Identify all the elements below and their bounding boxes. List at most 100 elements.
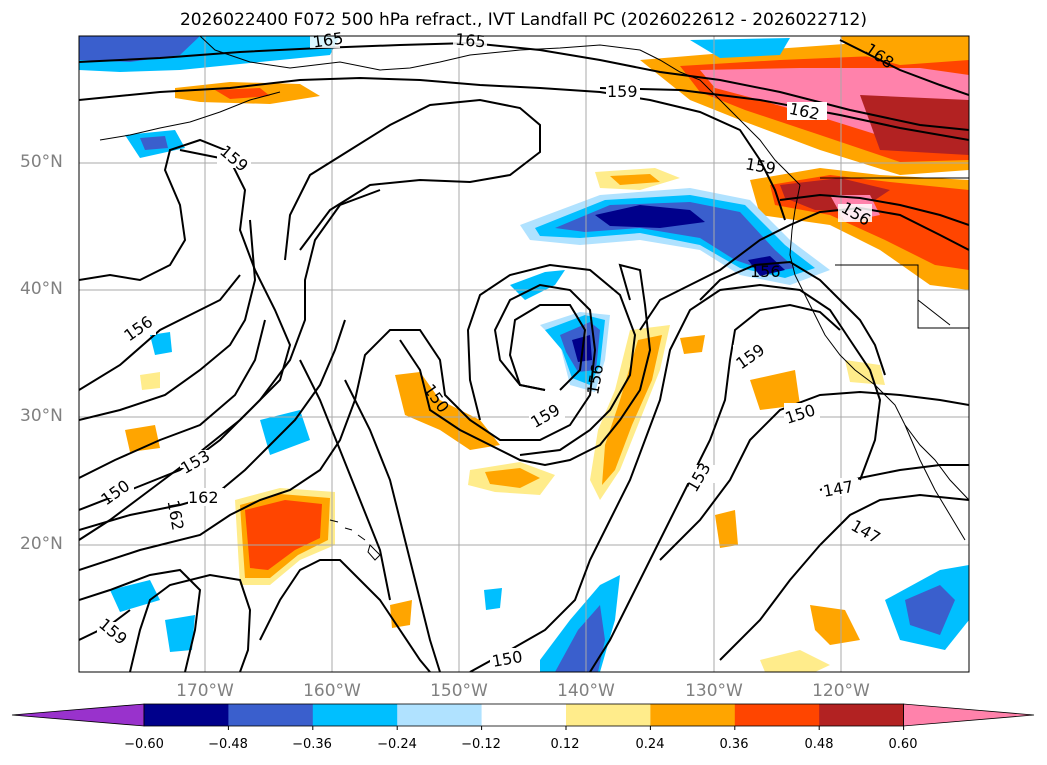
coast-west-us: [789, 184, 969, 501]
contour-159-north: [79, 76, 786, 221]
contour-150-south: [469, 283, 882, 672]
coast-aleutian: [99, 91, 281, 141]
contour-inner: [508, 304, 587, 391]
map-frame: [78, 35, 970, 673]
colorbar-tick-9: 0.60: [888, 737, 918, 752]
contour-168: [839, 39, 969, 96]
contour-label-c2: 165: [454, 30, 486, 52]
shade-sm-orange: [390, 600, 412, 628]
shade-ne-darkred: [860, 95, 969, 155]
plot-title: 2026022400 F072 500 hPa refract., IVT La…: [179, 10, 867, 30]
contour-150-cutoff: [466, 263, 637, 456]
shade-w-blue: [150, 332, 172, 355]
contour-sw-a: [79, 568, 202, 672]
colorbar-tick-6: 0.24: [635, 737, 665, 752]
lat-label-30n: 30°N: [20, 406, 63, 426]
shade-se-yellow: [760, 650, 830, 672]
colorbar-tick-5: 0.12: [550, 737, 580, 752]
contour-156-ne: [779, 193, 969, 226]
shade-w-yellow: [140, 372, 160, 390]
contour-ridge-a: [284, 98, 541, 261]
colorbar-swatch-10: [903, 703, 1035, 727]
lon-label-160w: 160°W: [303, 681, 361, 701]
colorbar-swatches: [11, 703, 1035, 730]
lon-label-120w: 120°W: [812, 681, 870, 701]
contour-ridge-b: [79, 189, 381, 511]
contour-label-c9: 156: [750, 262, 781, 281]
lon-label-150w: 150°W: [430, 681, 488, 701]
colorbar-tick-4: −0.12: [461, 737, 501, 752]
contour-165-north: [79, 41, 969, 131]
contour-156-coast: [699, 260, 886, 376]
shade-m-orange2: [750, 370, 800, 410]
colorbar-tick-8: 0.48: [804, 737, 834, 752]
lon-label-170w: 170°W: [176, 681, 234, 701]
border-ca: [917, 265, 951, 326]
colorbar-swatch-1: [144, 704, 229, 726]
shade-sw-blue: [110, 580, 160, 612]
shade-s-royal: [555, 605, 605, 672]
colorbar-tick-0: −0.60: [124, 737, 164, 752]
hawaii: [329, 519, 381, 561]
shade-nw-red: [215, 88, 270, 99]
shade-streak-orange3: [485, 468, 540, 488]
coastlines: [99, 36, 969, 561]
shade-se-orange: [810, 605, 860, 645]
contour-150-east: [659, 390, 969, 561]
shade-m-yellow: [845, 360, 885, 385]
contour-trough-c: [299, 359, 391, 601]
shade-mid-orange: [610, 174, 660, 185]
contour-sw-b: [129, 573, 252, 672]
colorbar-frame: [143, 703, 904, 727]
shade-sm-blue: [484, 588, 502, 610]
contour-162-mid: [79, 319, 346, 531]
colorbar-swatch-4: [397, 704, 483, 726]
shade-w-orange: [125, 425, 160, 452]
colorbar-swatch-9: [819, 704, 905, 726]
contour-150-west: [79, 319, 266, 479]
contour-label-c1: 165: [312, 29, 345, 52]
contour-153-west: [79, 219, 257, 421]
lat-label-50n: 50°N: [20, 152, 63, 172]
refractivity-contours: [79, 39, 969, 672]
shade-se-royal: [905, 585, 955, 635]
map-panel: 165 165 159 162 168 159 159 156 156 156 …: [78, 29, 970, 673]
contour-label-c18: 162: [188, 488, 219, 507]
shade-blue-navy: [595, 205, 705, 228]
shade-m-orange: [715, 510, 738, 548]
lat-label-20n: 20°N: [20, 534, 63, 554]
colorbar-tick-3: −0.24: [377, 737, 417, 752]
colorbar-swatch-0: [11, 703, 145, 727]
contour-trough-a: [399, 263, 652, 467]
contour-labels: 165 165 159 162 168 159 159 156 156 156 …: [95, 29, 897, 671]
shade-streak-orange: [602, 335, 662, 485]
contour-south-loop: [259, 559, 431, 672]
shade-streak-orange2: [395, 372, 500, 450]
shade-aleut-royal: [140, 136, 168, 150]
colorbar-tick-1: −0.48: [208, 737, 248, 752]
colorbar-tick-7: 0.36: [719, 737, 749, 752]
coast-alaska: [199, 36, 801, 186]
shade-nw-blue2: [690, 38, 790, 58]
shade-blue-navy2: [748, 256, 785, 276]
colorbar-swatch-3: [312, 704, 398, 726]
colorbar-swatch-7: [650, 704, 736, 726]
shade-hi-red: [245, 500, 322, 570]
colorbar-swatch-5: [481, 704, 567, 726]
contour-159-mid: [79, 283, 597, 571]
colorbar-swatch-2: [228, 704, 314, 726]
contour-trough-b: [344, 379, 441, 672]
shade-m-orange3: [680, 335, 705, 354]
lat-label-40n: 40°N: [20, 279, 63, 299]
shade-nw-royal: [79, 36, 200, 62]
contour-156-b: [79, 274, 241, 391]
coast-baja: [904, 424, 966, 541]
contour-label-c3: 159: [607, 82, 638, 101]
contour-159-loop: [79, 149, 292, 541]
lon-label-130w: 130°W: [685, 681, 743, 701]
shade-top-orange: [840, 36, 969, 65]
colorbar-swatch-6: [566, 704, 651, 726]
colorbar-tick-2: −0.36: [292, 737, 332, 752]
shade-sw-blue2: [165, 615, 195, 652]
ivt-shading: [79, 36, 969, 672]
